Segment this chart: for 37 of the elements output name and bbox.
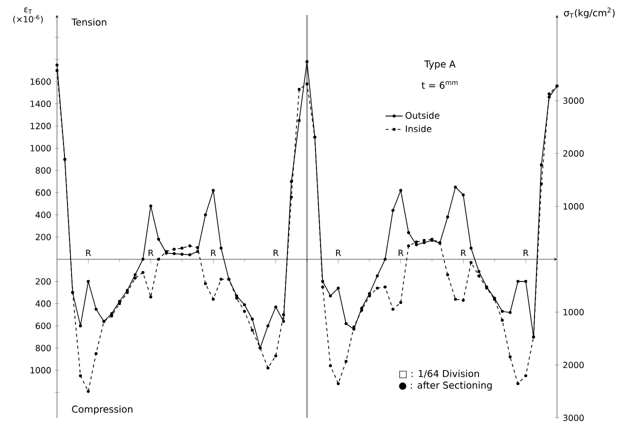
x-tick-label: R xyxy=(148,250,154,256)
y2-tick-label: 3000 xyxy=(563,97,584,104)
annotation: □ : 1/64 Division xyxy=(399,370,479,378)
annotation: t = 6$^{mm}$ xyxy=(422,81,458,89)
y-tick-label: 800 xyxy=(36,167,51,174)
y-tick-label: 800 xyxy=(36,344,51,352)
y-tick-label: 1400 xyxy=(30,100,51,108)
y-tick-label: 600 xyxy=(36,322,51,330)
x-tick-label: R xyxy=(211,250,216,256)
legend-label: Inside xyxy=(406,125,432,132)
y-tick-label: 400 xyxy=(36,300,51,307)
y-axis-title: ε$_{T}$ (×10$^{-6}$) xyxy=(13,8,43,24)
x-tick-label: R xyxy=(274,250,278,256)
x-tick-label: R xyxy=(86,250,91,256)
y2-tick-label: 2000 xyxy=(563,150,584,157)
y2-tick-label: 1000 xyxy=(564,308,584,316)
annotation: Tension xyxy=(72,18,106,26)
annotation: Type A xyxy=(424,60,456,70)
y2-tick-label: 1000 xyxy=(564,203,584,210)
y-tick-label: 1000 xyxy=(30,145,51,152)
y-tick-label: 600 xyxy=(36,189,51,196)
y2-axis-title: σ$_{T}$(kg/cm$^{2}$) xyxy=(564,8,615,18)
x-tick-label: R xyxy=(398,250,404,256)
y-tick-label: 1200 xyxy=(30,122,51,130)
y-tick-label: 200 xyxy=(36,278,51,285)
x-tick-label: R xyxy=(461,250,466,256)
annotation: ● : after Sectioning xyxy=(399,381,492,391)
x-tick-label: R xyxy=(524,250,528,256)
y2-tick-label: 3000 xyxy=(563,414,584,422)
y2-tick-label: 2000 xyxy=(563,362,584,368)
y-tick-label: 400 xyxy=(36,212,51,218)
y-tick-label: 200 xyxy=(36,234,51,240)
y-tick-label: 1000 xyxy=(30,367,51,374)
legend-label: Outside xyxy=(406,112,440,119)
y-tick-label: 1600 xyxy=(30,78,51,85)
annotation: Compression xyxy=(72,405,132,415)
x-tick-label: R xyxy=(336,250,341,256)
